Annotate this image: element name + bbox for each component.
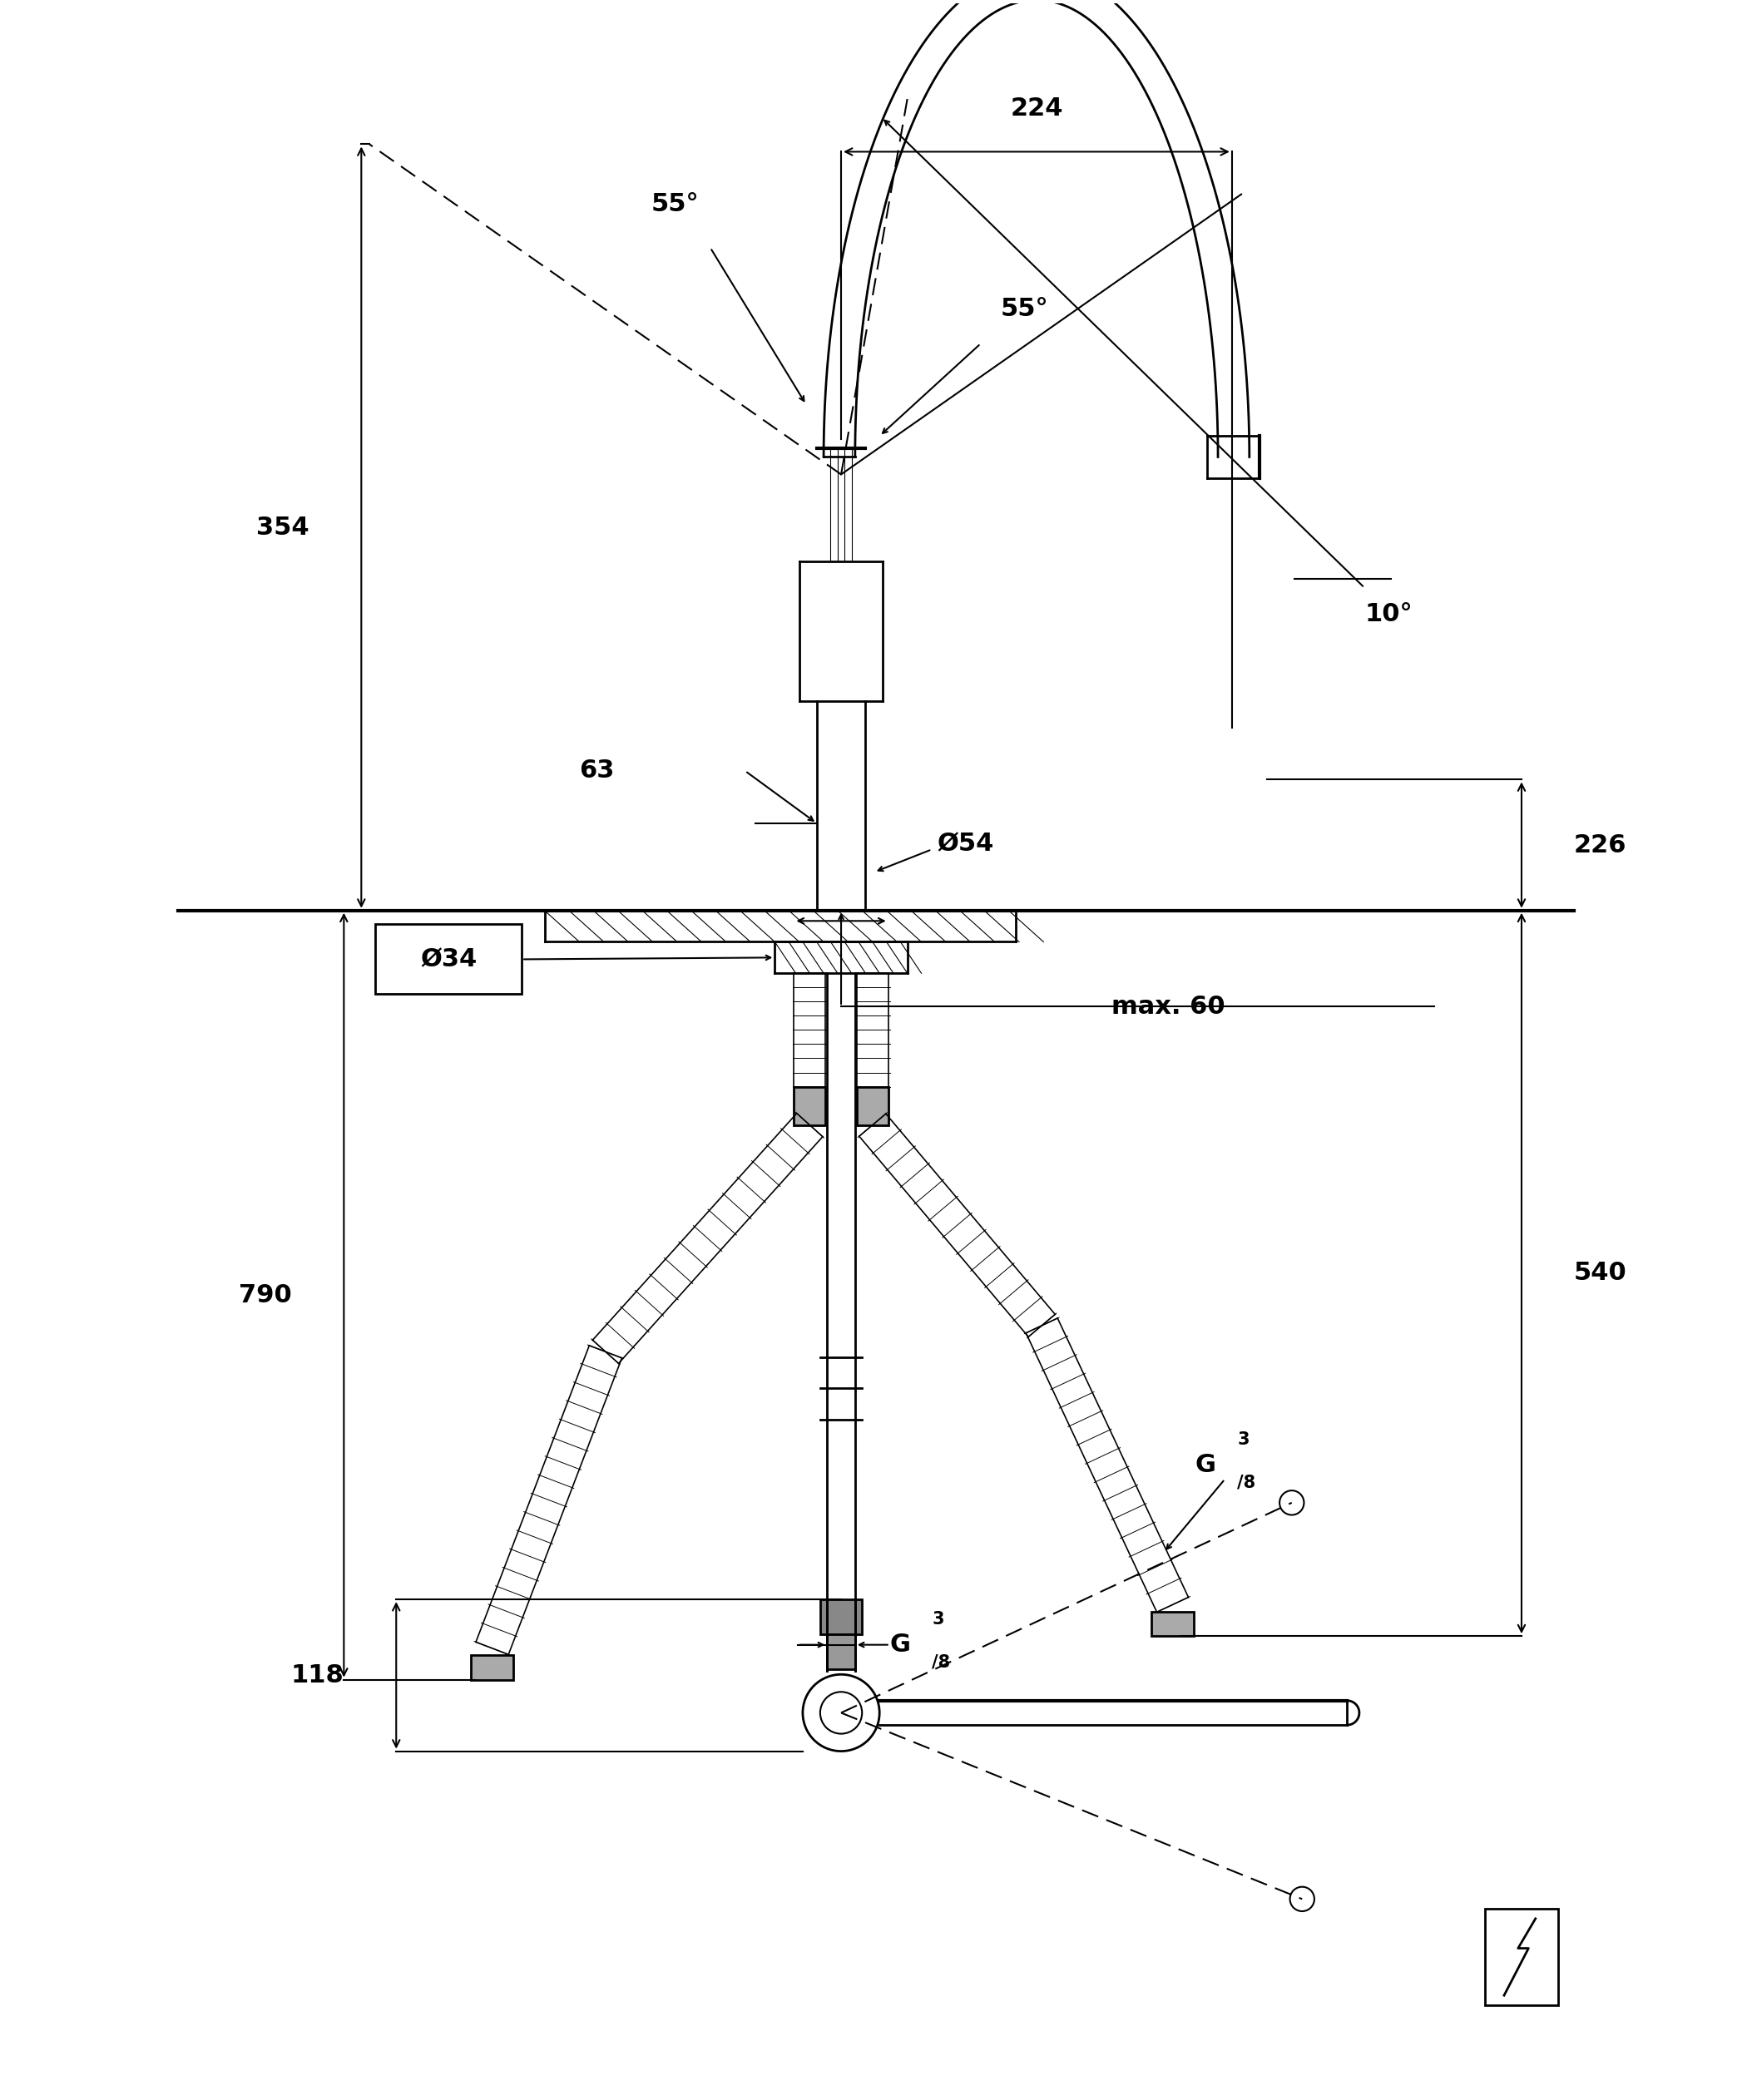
Bar bbox=[375, 924, 522, 993]
Text: 55°: 55° bbox=[652, 191, 699, 216]
Text: 118: 118 bbox=[291, 1663, 343, 1688]
Bar bbox=[471, 1655, 513, 1680]
Text: G: G bbox=[890, 1632, 911, 1657]
Text: 10°: 10° bbox=[1365, 603, 1412, 626]
Text: 3: 3 bbox=[1237, 1430, 1249, 1447]
Text: 354: 354 bbox=[256, 514, 308, 540]
Bar bbox=[820, 1600, 862, 1634]
Text: Ø54: Ø54 bbox=[937, 832, 993, 857]
Text: /8: /8 bbox=[932, 1653, 950, 1670]
Text: 540: 540 bbox=[1573, 1262, 1628, 1285]
Text: max. 60: max. 60 bbox=[1111, 993, 1225, 1018]
Text: 224: 224 bbox=[1011, 97, 1063, 120]
Bar bbox=[1151, 1611, 1193, 1636]
Bar bbox=[827, 1634, 855, 1670]
Text: 63: 63 bbox=[580, 758, 615, 783]
Text: 790: 790 bbox=[238, 1283, 291, 1306]
Text: G: G bbox=[1195, 1453, 1216, 1476]
Bar bbox=[794, 1086, 825, 1126]
Text: Ø34: Ø34 bbox=[420, 947, 477, 972]
Text: 3: 3 bbox=[932, 1611, 944, 1628]
Text: /8: /8 bbox=[1237, 1474, 1256, 1491]
Bar bbox=[1486, 1909, 1558, 2005]
Text: 226: 226 bbox=[1573, 834, 1626, 857]
Text: 55°: 55° bbox=[1000, 296, 1048, 321]
Bar bbox=[857, 1086, 888, 1126]
